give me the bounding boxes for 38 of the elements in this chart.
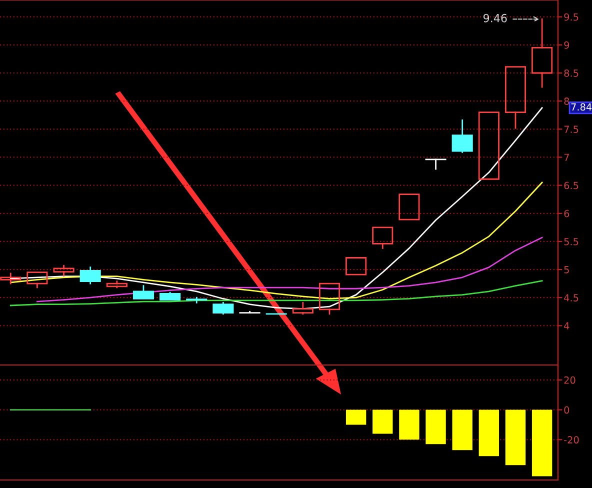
- line-series: [10, 182, 543, 300]
- candlestick: [160, 292, 181, 301]
- candlestick: [346, 257, 367, 276]
- candlestick: [212, 302, 234, 315]
- y-tick-label: -20: [564, 436, 579, 444]
- y-tick-label: 20: [564, 376, 576, 384]
- candlestick: [478, 112, 500, 180]
- candlestick: [80, 266, 101, 284]
- candlestick: [372, 226, 394, 249]
- candlestick: [504, 66, 526, 129]
- line-series: [36, 236, 543, 302]
- candlestick: [452, 119, 473, 153]
- text: 7.84: [571, 103, 592, 111]
- y-tick-label: 8.5: [564, 69, 578, 77]
- y-tick-label: 5: [564, 266, 569, 274]
- y-tick-label: 9.5: [564, 13, 578, 21]
- candlestick: [292, 302, 314, 315]
- y-tick-label: 6: [564, 210, 570, 218]
- candlestick: [425, 158, 446, 170]
- y-tick-label: 7: [564, 154, 569, 161]
- candlestick: [239, 310, 260, 314]
- y-tick-label: 8: [564, 98, 570, 105]
- candlestick: [0, 272, 22, 284]
- y-tick-label: 9: [564, 41, 570, 49]
- candlestick: [53, 264, 74, 276]
- annotation: 9.46: [483, 14, 507, 22]
- candlestick: [398, 194, 420, 220]
- candlestick: [186, 296, 208, 304]
- candlestick: [106, 280, 128, 288]
- y-tick-label: 6.5: [564, 182, 578, 190]
- line-series: [10, 280, 543, 306]
- y-tick-label: 4.5: [564, 294, 578, 302]
- candlestick: [532, 18, 553, 88]
- y-tick-label: 4: [564, 322, 570, 330]
- y-tick-label: 5.5: [564, 238, 578, 246]
- candlestick: [26, 272, 48, 288]
- y-tick-label: 7.5: [564, 126, 578, 133]
- y-tick-label: 0: [564, 406, 570, 414]
